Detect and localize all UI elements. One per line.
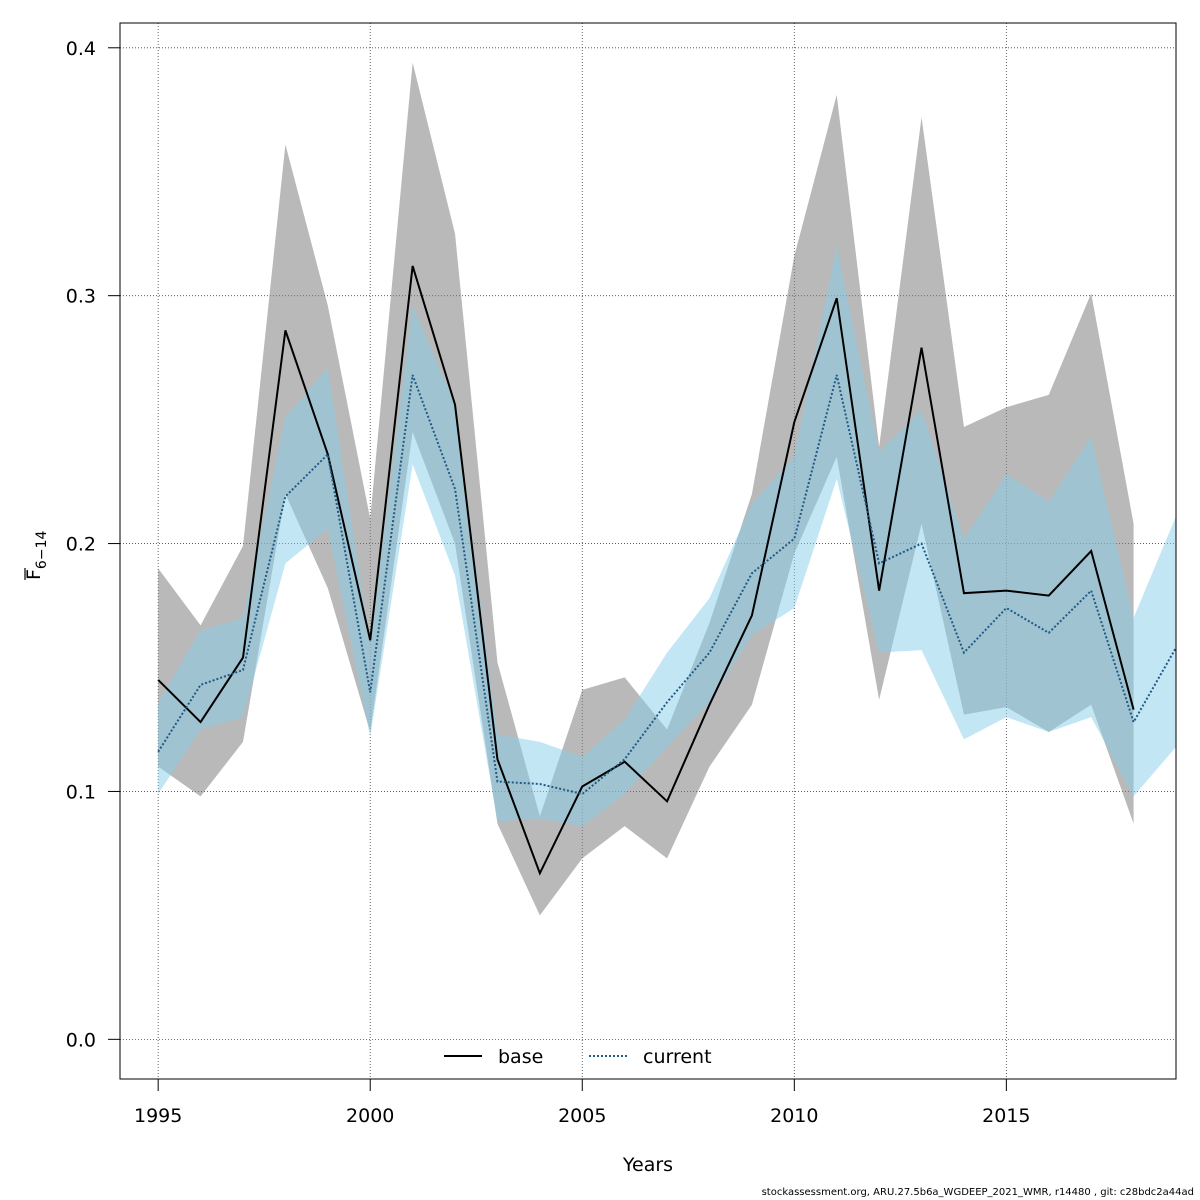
y-axis-title-main: F: [23, 569, 45, 580]
y-tick-label: 0.3: [66, 286, 96, 308]
line-base: [157, 265, 1135, 876]
x-tick-label: 2005: [558, 1105, 606, 1127]
y-tick-label: 0.1: [66, 781, 96, 803]
band-base: [158, 62, 1134, 916]
line-current: [157, 374, 1177, 796]
legend-label-current: current: [643, 1046, 712, 1068]
svg-text:F6−14: F6−14: [23, 531, 50, 580]
x-tick-label: 2015: [982, 1105, 1030, 1127]
legend: base current: [444, 1046, 712, 1068]
y-tick-label: 0.0: [66, 1029, 96, 1051]
x-tick-label: 2000: [346, 1105, 394, 1127]
y-axis-title-subscript: 6−14: [34, 531, 50, 570]
series-lines: [157, 265, 1177, 876]
y-tick-label: 0.4: [66, 38, 96, 60]
plot-frame: [119, 22, 1177, 1080]
x-axis-title: Years: [622, 1154, 673, 1176]
legend-label-base: base: [498, 1046, 543, 1068]
axes: 1995 2000 2005 2010 2015 0.0 0.1 0.2 0.3 0.4: [66, 38, 1031, 1127]
confidence-bands: [158, 62, 1176, 916]
y-tick-label: 0.2: [66, 534, 96, 556]
x-tick-label: 2010: [770, 1105, 818, 1127]
band-current: [158, 246, 1176, 827]
footer-source: stockassessment.org, ARU.27.5b6a_WGDEEP_…: [761, 1187, 1194, 1198]
y-axis-title: F6−14: [23, 531, 50, 580]
x-tick-label: 1995: [134, 1105, 182, 1127]
